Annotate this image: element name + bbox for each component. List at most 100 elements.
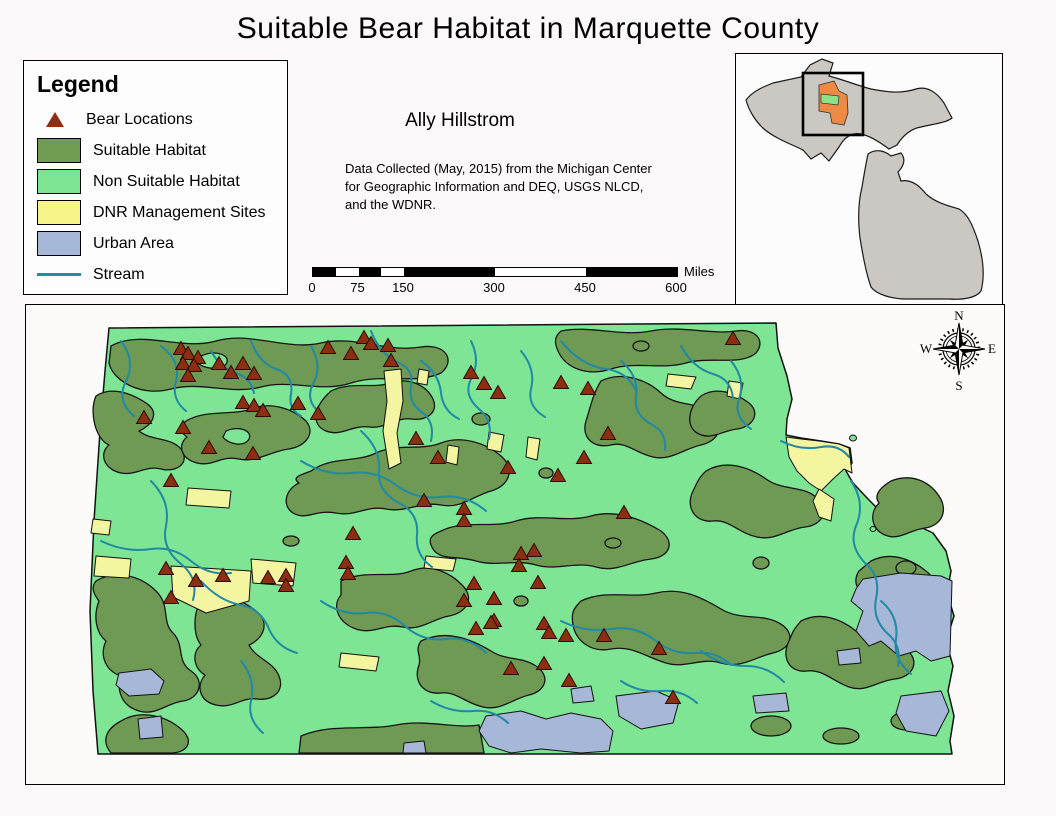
bear-location-marker [179,367,197,382]
bear-location-marker [210,355,228,370]
bear-location-marker [245,397,263,412]
bear-location-marker [234,355,252,370]
bear-location-marker [319,339,337,354]
bear-location-marker [355,329,373,344]
legend-items: Bear Locations Suitable Habitat Non Suitab… [24,104,287,290]
scalebar-segment [313,268,336,276]
scalebar-ticks: 0 75 150 300 450 600 [308,277,686,295]
bear-location-marker [379,337,397,352]
bear-location-marker [342,345,360,360]
legend-item-label: Bear Locations [86,110,193,128]
compass-rose: N E S W [920,308,996,393]
bear-location-marker [337,554,355,569]
bear-location-marker [525,542,543,557]
legend-color-swatch [37,231,81,256]
legend-item-label: Non Suitable Habitat [93,172,240,190]
main-map-frame: N E S W [25,304,1005,785]
bear-location-marker [455,592,473,607]
bear-location-marker [512,545,530,560]
compass-label-south: S [955,378,962,393]
bear-location-marker [549,467,567,482]
bear-location-marker [535,655,553,670]
legend-color-swatch [37,138,81,163]
bear-location-marker [455,512,473,527]
bear-location-marker [174,419,192,434]
bear-location-marker [552,374,570,389]
bear-location-marker [485,590,503,605]
county-subarea-highlight [820,93,840,106]
legend-item: DNR Management Sites [24,197,287,228]
bear-location-marker [244,445,262,460]
legend-item-label: Stream [93,265,145,283]
bear-location-marker [277,577,295,592]
bear-location-marker [462,364,480,379]
bear-location-marker [185,357,203,372]
bear-location-marker [429,449,447,464]
data-source-note: Data Collected (May, 2015) from the Mich… [345,161,652,212]
county-map: N E S W [89,308,996,755]
bear-location-marker [475,375,493,390]
scalebar-segment [586,268,677,276]
legend-item: Non Suitable Habitat [24,166,287,197]
bear-location-marker [664,689,682,704]
compass-label-east: E [988,341,996,356]
stream-layer [100,330,912,734]
bear-location-marker [540,624,558,639]
bear-location-marker [502,660,520,675]
scalebar-tick-label: 150 [392,280,414,295]
bear-location-marker [222,364,240,379]
bear-location-marker [162,472,180,487]
scalebar-segment [495,268,586,276]
locator-inset [735,53,1003,307]
scalebar-segment [335,268,359,276]
michigan-inset-map [745,58,984,300]
dnr-sites-layer [90,368,853,672]
scalebar-tick-label: 300 [483,280,505,295]
author-name: Ally Hillstrom [405,110,515,131]
legend-item: Urban Area [24,228,287,259]
bear-location-marker [557,627,575,642]
bear-location-marker [382,352,400,367]
page-title: Suitable Bear Habitat in Marquette Count… [236,12,820,45]
bear-locations-layer [135,329,742,704]
bear-location-marker [339,565,357,580]
legend-item: Bear Locations [24,104,287,135]
legend-item-label: Urban Area [93,234,174,252]
compass-label-west: W [920,341,933,356]
bear-location-marker [234,394,252,409]
bear-location-marker [415,492,433,507]
legend-color-swatch [37,200,81,225]
legend: Legend Bear Locations Suitable Habitat Non… [23,60,288,295]
bear-location-marker [579,380,597,395]
bear-location-marker [595,627,613,642]
legend-heading: Legend [37,71,119,97]
bear-location-marker [465,575,483,590]
bear-location-marker [724,330,742,345]
scalebar-bar [312,267,678,277]
extent-indicator-box [801,71,865,137]
bear-location-marker [289,395,307,410]
bear-location-marker [135,409,153,424]
bear-location-marker [560,672,578,687]
bear-location-marker [599,425,617,440]
bear-location-marker [407,430,425,445]
scalebar-tick-label: 450 [574,280,596,295]
scalebar-segment [358,268,382,276]
upper-peninsula-shape [745,58,953,162]
bear-location-marker [529,574,547,589]
bear-location-marker [535,615,553,630]
compass-label-north: N [954,308,964,323]
bear-location-marker [200,439,218,454]
legend-item: Suitable Habitat [24,135,287,166]
bear-location-marker [510,557,528,572]
scalebar-tick-label: 75 [350,280,365,295]
bear-location-marker [362,335,380,350]
bear-location-marker [162,589,180,604]
bear-location-marker [575,449,593,464]
scalebar-segment [404,268,495,276]
bear-location-marker [615,504,633,519]
bear-location-marker [179,345,197,360]
bear-location-marker [259,569,277,584]
bear-location-marker [214,567,232,582]
